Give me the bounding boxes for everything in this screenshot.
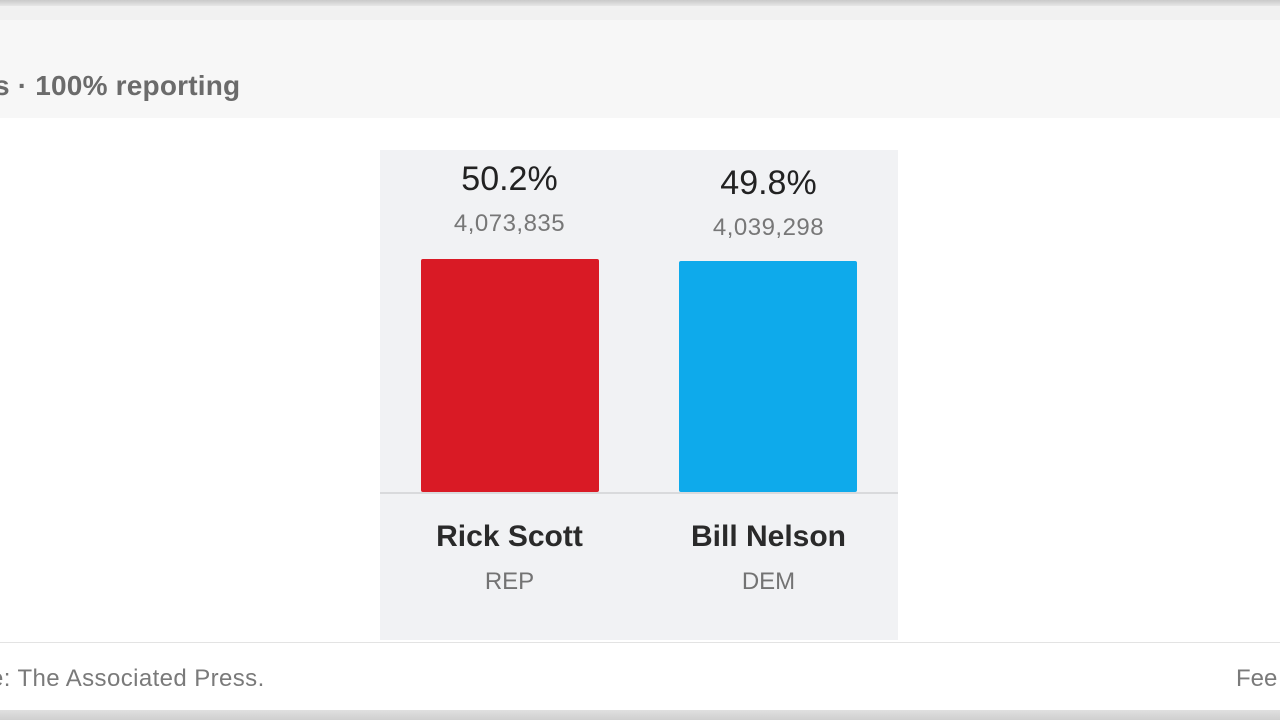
vote-bar-rep [421,259,599,492]
window-top-edge [0,0,1280,6]
candidate-percent: 50.2% [461,160,558,198]
candidate-name: Bill Nelson [690,520,847,553]
window-bottom-edge [0,710,1280,720]
candidate-votes: 4,039,298 [712,214,825,241]
reporting-status: s · 100% reporting [0,70,241,101]
candidate-column-rep: 50.2% 4,073,835 Rick Scott REP [380,150,639,640]
baseline-divider [380,492,898,494]
feedback-link[interactable]: Fee [1236,665,1278,692]
vote-bar-dem [679,261,857,492]
candidate-votes: 4,073,835 [453,210,566,237]
candidate-party: DEM [741,568,796,595]
candidate-name: Rick Scott [436,520,583,553]
candidate-column-dem: 49.8% 4,039,298 Bill Nelson DEM [639,150,898,640]
source-attribution: e: The Associated Press. [0,665,265,692]
results-chart: 50.2% 4,073,835 Rick Scott REP 49.8% 4,0… [380,150,898,640]
results-header: s · 100% reporting [0,20,1280,118]
candidate-percent: 49.8% [720,164,817,202]
candidate-party: REP [484,568,535,595]
top-strip [0,6,1280,20]
results-footer: e: The Associated Press. Fee [0,642,1280,711]
